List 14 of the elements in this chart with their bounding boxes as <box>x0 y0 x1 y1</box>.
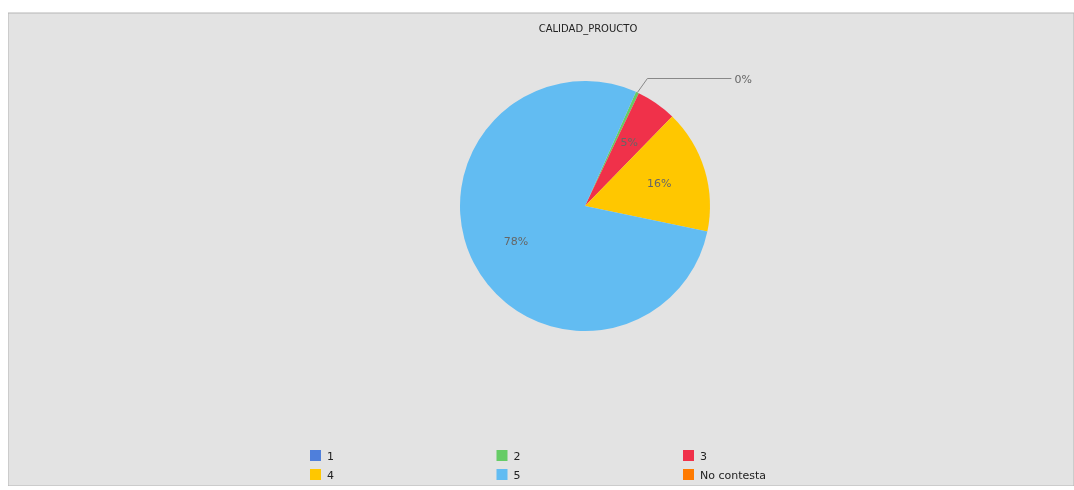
pie-slice <box>460 81 708 331</box>
legend-label: 2 <box>513 450 521 463</box>
legend-label: No contesta <box>700 469 767 482</box>
data-label: 0% <box>734 72 752 86</box>
data-label: 16% <box>646 177 672 191</box>
legend-label: 4 <box>327 469 334 482</box>
pie-slice <box>585 93 673 206</box>
data-label: 78% <box>503 235 529 249</box>
data-label: 5% <box>620 136 639 150</box>
legend-label: 1 <box>327 450 334 463</box>
chart-title: CALIDAD_PROUCTO <box>538 23 638 35</box>
legend-label: 3 <box>700 450 707 463</box>
legend-label: 5 <box>513 469 521 482</box>
pie-slice <box>585 116 710 232</box>
